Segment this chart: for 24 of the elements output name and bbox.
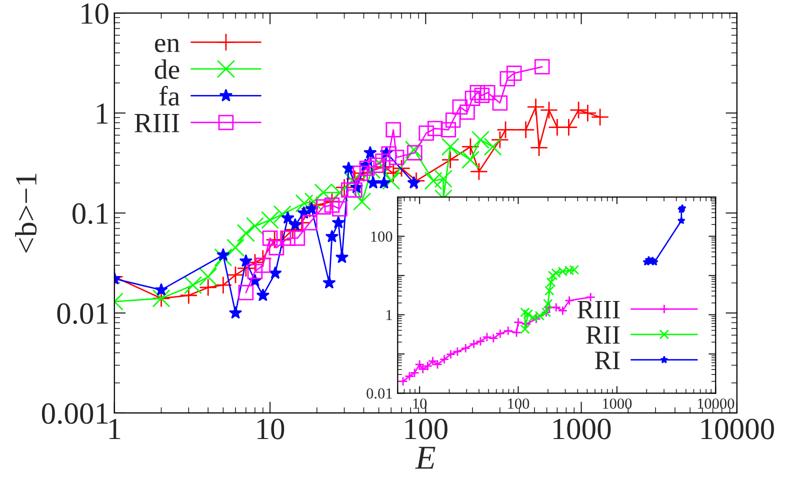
x-tick-label: 10000 (701, 418, 774, 440)
legend-label: RI (594, 352, 620, 370)
x-tick-label: 100 (405, 418, 448, 440)
legend-label: RIII (577, 300, 620, 318)
x-tick-label: 10000 (698, 398, 734, 409)
y-tick-label: 0.01 (366, 388, 392, 399)
x-tick-label: 1000 (553, 418, 611, 440)
x-axis-title: E (415, 446, 436, 469)
legend-label: RIII (134, 114, 180, 132)
x-tick-label: 1000 (603, 398, 632, 409)
y-tick-label: 0.001 (42, 403, 108, 424)
y-tick-label: 100 (371, 231, 392, 242)
y-tick-label: 0.01 (57, 303, 108, 324)
y-tick-label: 0.1 (72, 203, 108, 224)
legend-label: RII (586, 326, 620, 344)
y-axis-title: <b>−1 (15, 174, 37, 253)
y-tick-label: 1 (386, 310, 392, 320)
x-tick-label: 10 (257, 418, 284, 440)
legend-label: fa (159, 86, 180, 106)
y-tick-label: 1 (96, 103, 108, 124)
legend-label: de (154, 59, 180, 79)
y-tick-label: 10 (82, 3, 108, 24)
x-tick-label: 100 (508, 398, 530, 409)
legend-label: en (154, 38, 180, 52)
